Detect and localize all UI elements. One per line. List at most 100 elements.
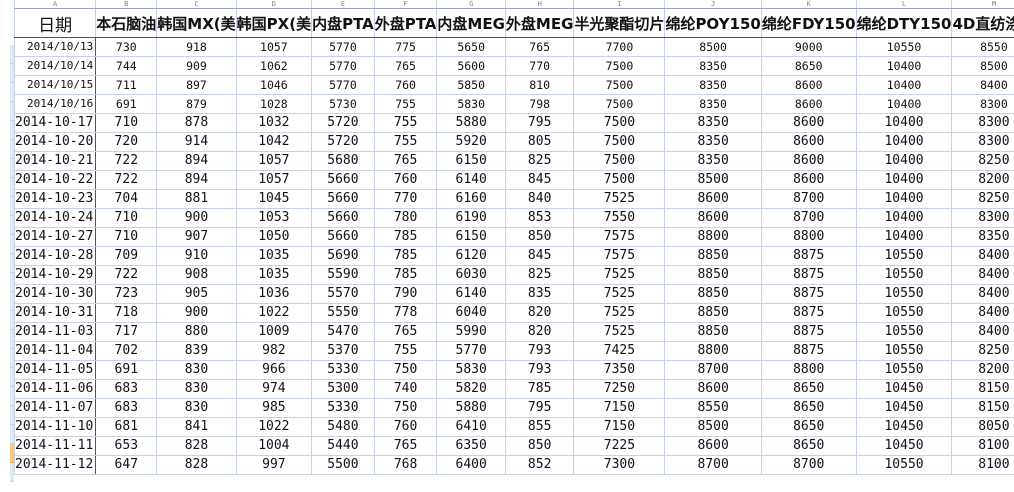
value-cell[interactable]: 909: [156, 56, 237, 76]
value-cell[interactable]: 765: [373, 151, 438, 171]
value-cell[interactable]: 10550: [855, 246, 953, 266]
value-cell[interactable]: 840: [504, 189, 575, 209]
value-cell[interactable]: 10400: [855, 113, 953, 133]
value-cell[interactable]: 10450: [855, 436, 953, 456]
value-cell[interactable]: 7500: [573, 56, 666, 76]
value-cell[interactable]: 775: [373, 37, 438, 57]
value-cell[interactable]: 5690: [311, 246, 375, 266]
value-cell[interactable]: 5830: [436, 94, 506, 114]
value-cell[interactable]: 6140: [436, 284, 506, 304]
value-cell[interactable]: 8400: [951, 322, 1014, 342]
row-header[interactable]: [10, 83, 14, 102]
row-header[interactable]: [10, 273, 14, 292]
value-cell[interactable]: 6350: [436, 436, 506, 456]
value-cell[interactable]: 8150: [951, 398, 1014, 418]
value-cell[interactable]: 825: [504, 151, 575, 171]
value-cell[interactable]: 7575: [573, 227, 666, 247]
value-cell[interactable]: 8350: [664, 56, 762, 76]
value-cell[interactable]: 10450: [855, 379, 953, 399]
value-cell[interactable]: 760: [373, 417, 438, 437]
value-cell[interactable]: 653: [95, 436, 158, 456]
value-cell[interactable]: 5660: [311, 189, 375, 209]
value-cell[interactable]: 10550: [855, 303, 953, 323]
value-cell[interactable]: 8875: [760, 341, 857, 361]
column-letter-K[interactable]: K: [760, 0, 857, 9]
value-cell[interactable]: 8600: [760, 94, 857, 114]
value-cell[interactable]: 5990: [436, 322, 506, 342]
value-cell[interactable]: 760: [373, 75, 438, 95]
value-cell[interactable]: 974: [235, 379, 313, 399]
value-cell[interactable]: 845: [504, 170, 575, 190]
value-cell[interactable]: 7425: [573, 341, 666, 361]
value-cell[interactable]: 722: [95, 151, 158, 171]
value-cell[interactable]: 10400: [855, 227, 953, 247]
row-header[interactable]: [10, 140, 14, 159]
value-cell[interactable]: 5570: [311, 284, 375, 304]
row-header[interactable]: [10, 121, 14, 140]
value-cell[interactable]: 8650: [760, 417, 857, 437]
value-cell[interactable]: 8350: [664, 75, 762, 95]
column-letter-G[interactable]: G: [436, 0, 506, 9]
value-cell[interactable]: 5680: [311, 151, 375, 171]
value-cell[interactable]: 6040: [436, 303, 506, 323]
value-cell[interactable]: 8600: [664, 208, 762, 228]
value-cell[interactable]: 1057: [235, 170, 313, 190]
value-cell[interactable]: 8050: [951, 417, 1014, 437]
value-cell[interactable]: 7250: [573, 379, 666, 399]
value-cell[interactable]: 7550: [573, 208, 666, 228]
value-cell[interactable]: 10550: [855, 455, 953, 475]
value-cell[interactable]: 1053: [235, 208, 313, 228]
value-cell[interactable]: 8300: [951, 132, 1014, 152]
value-cell[interactable]: 1022: [235, 303, 313, 323]
value-cell[interactable]: 8700: [760, 455, 857, 475]
column-letter-J[interactable]: J: [664, 0, 762, 9]
value-cell[interactable]: 710: [95, 113, 158, 133]
value-cell[interactable]: 7300: [573, 455, 666, 475]
value-cell[interactable]: 897: [156, 75, 237, 95]
value-cell[interactable]: 750: [373, 360, 438, 380]
value-cell[interactable]: 8550: [951, 37, 1014, 57]
header-cell[interactable]: 日期: [13, 8, 97, 38]
row-header[interactable]: [10, 159, 14, 178]
value-cell[interactable]: 8600: [760, 132, 857, 152]
value-cell[interactable]: 894: [156, 170, 237, 190]
value-cell[interactable]: 8850: [664, 284, 762, 304]
value-cell[interactable]: 5660: [311, 208, 375, 228]
value-cell[interactable]: 780: [373, 208, 438, 228]
value-cell[interactable]: 7525: [573, 284, 666, 304]
value-cell[interactable]: 1022: [235, 417, 313, 437]
value-cell[interactable]: 6410: [436, 417, 506, 437]
value-cell[interactable]: 785: [373, 227, 438, 247]
row-header[interactable]: [10, 311, 14, 330]
value-cell[interactable]: 8650: [760, 379, 857, 399]
value-cell[interactable]: 8150: [951, 379, 1014, 399]
value-cell[interactable]: 5600: [436, 56, 506, 76]
value-cell[interactable]: 785: [373, 265, 438, 285]
header-cell[interactable]: 外盘PTA: [373, 8, 438, 38]
value-cell[interactable]: 793: [504, 360, 575, 380]
column-letter-H[interactable]: H: [504, 0, 575, 9]
row-header[interactable]: [10, 254, 14, 273]
value-cell[interactable]: 878: [156, 113, 237, 133]
value-cell[interactable]: 8600: [760, 113, 857, 133]
value-cell[interactable]: 10400: [855, 208, 953, 228]
value-cell[interactable]: 7500: [573, 151, 666, 171]
value-cell[interactable]: 7575: [573, 246, 666, 266]
value-cell[interactable]: 730: [95, 37, 158, 57]
date-cell[interactable]: 2014-10-22: [13, 170, 97, 190]
column-letter-B[interactable]: B: [95, 0, 158, 9]
value-cell[interactable]: 8250: [951, 151, 1014, 171]
value-cell[interactable]: 1050: [235, 227, 313, 247]
value-cell[interactable]: 8700: [664, 360, 762, 380]
value-cell[interactable]: 5920: [436, 132, 506, 152]
value-cell[interactable]: 5730: [311, 94, 375, 114]
value-cell[interactable]: 966: [235, 360, 313, 380]
value-cell[interactable]: 1062: [235, 56, 313, 76]
value-cell[interactable]: 8600: [664, 379, 762, 399]
date-cell[interactable]: 2014-11-12: [13, 455, 97, 475]
value-cell[interactable]: 7700: [573, 37, 666, 57]
value-cell[interactable]: 1004: [235, 436, 313, 456]
row-header[interactable]: [10, 45, 14, 64]
value-cell[interactable]: 10400: [855, 151, 953, 171]
value-cell[interactable]: 778: [373, 303, 438, 323]
